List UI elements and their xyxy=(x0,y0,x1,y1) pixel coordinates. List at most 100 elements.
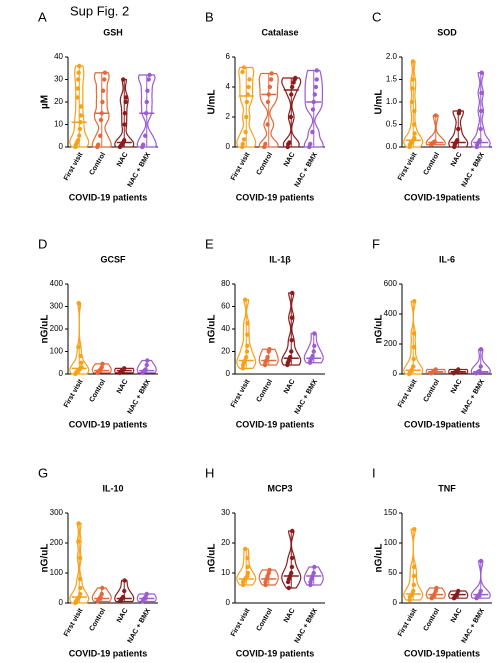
x-tick-label: NAC xyxy=(450,151,464,168)
x-tick-label: Control xyxy=(89,151,108,176)
data-point xyxy=(99,365,104,370)
data-point xyxy=(479,90,484,96)
y-tick-label: 0 xyxy=(59,142,64,151)
x-tick-label: NAC + BMX xyxy=(294,607,320,644)
data-point xyxy=(479,70,484,75)
x-tick-label: First visit xyxy=(230,378,252,409)
violin xyxy=(136,359,157,374)
x-tick-label: Control xyxy=(423,378,442,403)
violin xyxy=(258,348,279,366)
data-point xyxy=(122,111,128,116)
x-tick-label: NAC xyxy=(283,607,297,624)
y-tick-label: 0.0 xyxy=(386,142,398,151)
data-point xyxy=(98,117,104,123)
data-point xyxy=(289,315,295,320)
data-point xyxy=(456,126,461,132)
data-point xyxy=(310,107,316,112)
x-tick-label: NAC + BMX xyxy=(127,607,153,644)
data-point xyxy=(433,113,438,118)
data-point xyxy=(312,564,317,570)
y-tick-label: 0.5 xyxy=(386,120,398,129)
data-point xyxy=(102,70,108,75)
data-point xyxy=(247,77,252,82)
data-point xyxy=(268,77,274,82)
data-point xyxy=(76,344,81,350)
data-point xyxy=(245,332,250,337)
data-point xyxy=(244,349,250,354)
data-point xyxy=(263,141,268,147)
data-point xyxy=(411,573,417,579)
data-point xyxy=(100,99,105,105)
data-point xyxy=(265,122,270,127)
panel-letter: E xyxy=(205,236,214,251)
y-tick-label: 0 xyxy=(59,598,64,607)
chart-title: SOD xyxy=(437,27,457,37)
y-tick-label: 30 xyxy=(221,508,230,517)
panel-letter: F xyxy=(372,236,380,251)
data-point xyxy=(79,360,84,365)
panel-letter: C xyxy=(372,9,381,24)
y-tick-label: 6 xyxy=(226,52,231,61)
data-point xyxy=(411,364,416,369)
data-point xyxy=(456,588,461,594)
x-tick-label: NAC xyxy=(116,607,130,624)
y-tick-label: 100 xyxy=(384,538,398,547)
y-tick-label: 20 xyxy=(221,538,230,547)
data-point xyxy=(99,591,104,597)
data-point xyxy=(478,364,483,369)
y-axis-label: nG/uL xyxy=(207,315,218,344)
x-tick-label: NAC xyxy=(116,378,130,395)
x-tick-label: First visit xyxy=(397,151,419,182)
data-point xyxy=(75,95,80,100)
data-point xyxy=(411,122,417,127)
data-point xyxy=(267,567,272,573)
data-point xyxy=(122,588,127,594)
panel-letter: H xyxy=(205,465,214,480)
data-point xyxy=(477,138,482,143)
y-tick-label: 300 xyxy=(50,508,64,517)
data-point xyxy=(76,300,81,306)
data-point xyxy=(243,546,248,552)
violin xyxy=(403,300,424,375)
data-point xyxy=(478,588,483,594)
y-tick-label: 0 xyxy=(393,598,398,607)
y-tick-label: 0 xyxy=(226,598,231,607)
y-tick-label: 0 xyxy=(226,142,231,151)
data-point xyxy=(240,69,245,75)
violin xyxy=(303,332,324,364)
data-point xyxy=(75,138,81,143)
data-point xyxy=(122,122,127,127)
y-axis-label: nG/uL xyxy=(40,315,51,344)
violin xyxy=(425,368,446,374)
x-axis-label: COVID-19patients xyxy=(404,192,480,202)
data-point xyxy=(122,578,127,583)
data-point xyxy=(145,358,150,363)
y-axis-label: nG/uL xyxy=(207,544,218,573)
y-tick-label: 60 xyxy=(221,302,230,311)
data-point xyxy=(78,104,84,109)
data-point xyxy=(286,585,291,591)
data-point xyxy=(433,367,438,372)
data-point xyxy=(241,65,247,70)
x-axis-label: COVID-19patients xyxy=(404,648,480,658)
data-point xyxy=(77,591,83,597)
data-point xyxy=(77,576,83,582)
data-point xyxy=(289,349,294,354)
data-point xyxy=(78,353,83,359)
x-tick-label: NAC + BMX xyxy=(294,151,320,188)
chart-title: IL-6 xyxy=(439,254,455,264)
data-point xyxy=(478,558,484,564)
y-tick-label: 1.5 xyxy=(386,75,398,84)
violin xyxy=(91,72,112,148)
y-tick-label: 100 xyxy=(50,568,64,577)
data-point xyxy=(456,367,461,372)
data-point xyxy=(122,138,127,143)
violin xyxy=(448,368,469,374)
y-tick-label: 200 xyxy=(50,324,64,333)
y-tick-label: 0 xyxy=(393,369,398,378)
violin xyxy=(136,593,157,603)
violin xyxy=(403,528,424,601)
data-point xyxy=(100,88,106,93)
data-point xyxy=(147,72,152,78)
x-axis-label: COVID-19 patients xyxy=(236,648,315,658)
